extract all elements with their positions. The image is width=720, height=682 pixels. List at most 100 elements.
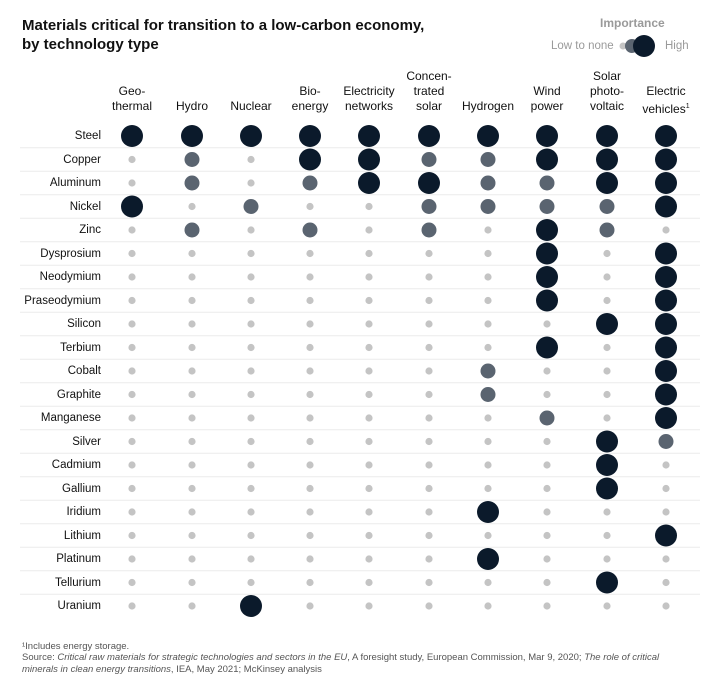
importance-dot [243,199,259,214]
importance-dot [306,578,314,587]
importance-dot [603,602,611,610]
importance-dot [121,195,143,218]
legend-dot-low [619,42,627,50]
importance-dot [484,273,492,281]
importance-dot [128,414,136,422]
importance-dot [247,437,255,446]
importance-dot [480,199,496,214]
importance-dot [484,531,492,540]
importance-dot [662,226,670,234]
row-label: Uranium [57,600,101,612]
column-header: Electricity networks [343,84,395,113]
importance-dot [539,175,555,191]
importance-dot [188,437,196,446]
importance-dot [128,531,136,540]
importance-dot [247,390,255,399]
importance-dot [306,202,314,211]
importance-dot [188,531,196,540]
importance-dot [306,437,314,446]
importance-dot [184,222,200,238]
row-label: Graphite [56,388,101,401]
importance-dot [536,148,558,171]
importance-dot [543,578,551,587]
importance-dot [484,414,492,422]
importance-dot [596,148,618,171]
importance-dot [306,602,314,610]
importance-dot [128,273,136,281]
importance-dot [247,343,255,352]
importance-dot [306,484,314,493]
importance-dot [543,437,551,446]
importance-dot [306,461,314,469]
column-header: Electric vehicles1 [642,84,690,116]
importance-dot [662,555,670,563]
importance-dot [421,199,437,214]
chart-title: Materials critical for transition to a l… [22,17,425,53]
importance-dot [655,125,677,147]
importance-dot [247,555,255,563]
importance-dot [425,508,433,516]
importance-dot [128,461,136,469]
importance-dot [306,555,314,563]
column-header: Geo- thermal [111,84,152,113]
row-label: Iridium [66,506,101,518]
importance-dot [128,249,136,258]
row-label: Praseodymium [24,294,101,307]
importance-dot [365,602,373,610]
importance-dot [188,273,196,281]
importance-dot [365,226,373,234]
importance-dot [188,461,196,469]
importance-dot [418,125,440,147]
importance-dot [247,414,255,422]
importance-dot [425,555,433,563]
importance-dot [655,524,677,547]
importance-dot [477,501,499,523]
importance-dot [365,461,373,469]
importance-dot [247,226,255,234]
importance-dot [543,390,551,399]
importance-dot [247,531,255,540]
column-header: Hydro [175,99,208,113]
importance-dot [603,367,611,375]
importance-dot [480,363,496,379]
importance-dot [128,484,136,493]
importance-dot [358,148,380,171]
importance-dot [299,148,321,171]
importance-dot [477,548,499,570]
importance-dot [543,461,551,469]
importance-dot [596,477,618,500]
importance-dot [425,343,433,352]
legend-low-label: Low to none [551,40,614,52]
importance-dot [655,383,677,406]
row-label: Aluminum [49,177,101,189]
importance-dot [484,578,492,587]
importance-dot [365,508,373,516]
importance-dot [306,249,314,258]
importance-dot [655,407,677,429]
importance-dot [484,484,492,493]
importance-dot [306,531,314,540]
importance-dot [128,296,136,305]
row-label: Neodymium [39,271,101,283]
importance-dot [655,172,677,194]
importance-dot [247,273,255,281]
importance-dot [603,296,611,305]
importance-dot [184,152,200,167]
source-detail-1: , A foresight study, European Commission… [347,652,585,663]
importance-dot [543,531,551,540]
importance-dot [128,390,136,399]
importance-dot [306,508,314,516]
importance-dot [365,414,373,422]
importance-dot [543,508,551,516]
legend-dots [619,35,655,57]
importance-dot [425,249,433,258]
importance-dot [539,199,555,214]
importance-dot [603,531,611,540]
importance-dot [425,461,433,469]
importance-dot [365,484,373,493]
importance-dot [358,125,380,147]
importance-dot [543,555,551,563]
importance-dot [121,125,143,147]
row-label: Terbium [60,341,101,354]
importance-dot [484,343,492,352]
